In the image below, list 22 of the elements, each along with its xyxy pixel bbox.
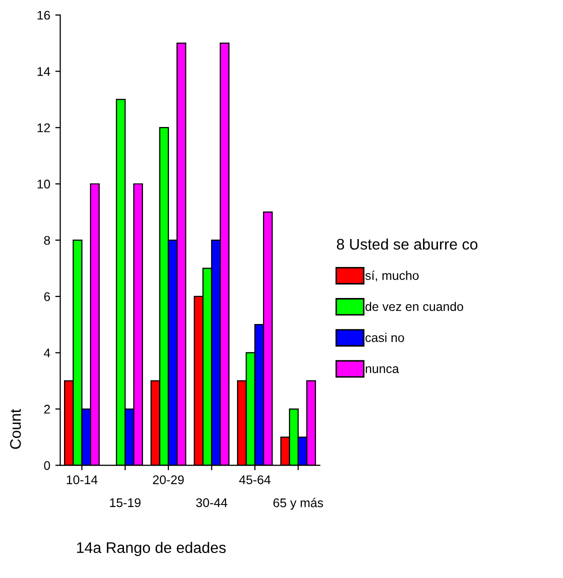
legend-label: casi no	[366, 332, 404, 342]
x-tick-label: 65 y más	[273, 498, 324, 510]
x-tick-label: 20-29	[153, 475, 184, 484]
x-tick-label: 45-64	[239, 475, 271, 484]
x-tick-label: 10-14	[66, 475, 98, 484]
y-tick-label: 6	[44, 292, 50, 302]
legend-label: de vez en cuando	[366, 302, 464, 312]
y-tick-label: 12	[38, 123, 50, 132]
legend-title: 8 Usted se aburre co	[336, 238, 478, 250]
y-tick-label: 16	[38, 10, 50, 20]
x-tick-label: 15-19	[110, 498, 141, 508]
y-axis-title: Count	[10, 408, 21, 449]
y-tick-label: 8	[44, 236, 50, 245]
y-tick-label: 2	[44, 404, 50, 414]
y-tick-label: 4	[44, 348, 50, 358]
y-tick-label: 14	[38, 67, 50, 76]
x-tick-label: 30-44	[196, 498, 228, 508]
legend-label: nunca	[366, 366, 400, 374]
x-axis-title: 14a Rango de edades	[77, 542, 226, 556]
legend-label: sí, mucho	[365, 270, 419, 282]
y-tick-label: 0	[44, 461, 50, 470]
y-tick-label: 10	[38, 180, 50, 189]
